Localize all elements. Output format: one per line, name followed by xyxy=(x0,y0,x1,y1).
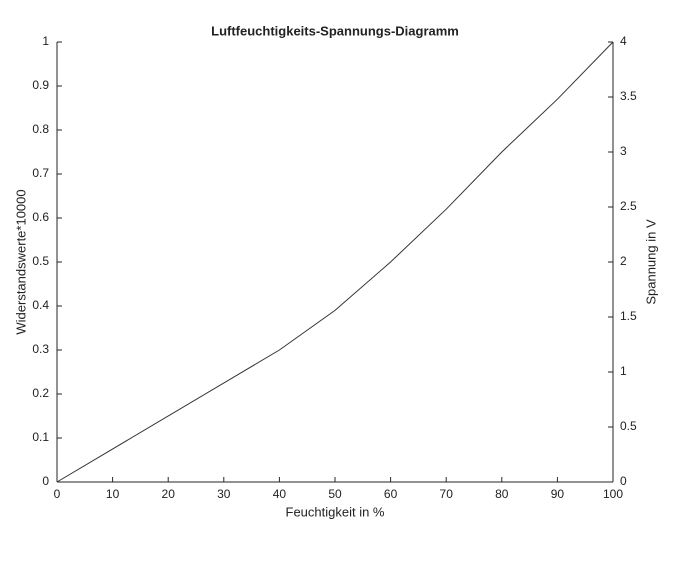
y-tick-label: 0.7 xyxy=(32,166,49,180)
y-tick-label: 0 xyxy=(42,474,49,488)
x-tick-label: 30 xyxy=(217,487,231,501)
y-tick-label: 0.2 xyxy=(32,386,49,400)
y-axis-label: Widerstandswerte*10000 xyxy=(13,189,28,334)
data-line xyxy=(56,41,614,483)
y2-axis-label: Spannung in V xyxy=(643,219,658,305)
x-tick-label: 90 xyxy=(551,487,565,501)
y-tick-label: 0.6 xyxy=(32,210,49,224)
y-tick-label: 1 xyxy=(42,34,49,48)
y-tick-label: 0.1 xyxy=(32,430,49,444)
y-tick-label: 0.3 xyxy=(32,342,49,356)
x-tick-label: 100 xyxy=(603,487,623,501)
x-tick-label: 0 xyxy=(54,487,61,501)
x-tick-label: 70 xyxy=(440,487,454,501)
y2-tick-label: 2.5 xyxy=(620,199,637,213)
y2-tick-label: 4 xyxy=(620,34,627,48)
x-tick-label: 60 xyxy=(384,487,398,501)
x-tick-label: 40 xyxy=(273,487,287,501)
y2-tick-label: 1 xyxy=(620,364,627,378)
y2-tick-label: 1.5 xyxy=(620,309,637,323)
x-tick-label: 80 xyxy=(495,487,509,501)
y-tick-label: 0.4 xyxy=(32,298,49,312)
y2-tick-label: 0 xyxy=(620,474,627,488)
x-tick-label: 20 xyxy=(162,487,176,501)
x-tick-label: 50 xyxy=(328,487,342,501)
y-tick-label: 0.8 xyxy=(32,122,49,136)
y2-tick-label: 3.5 xyxy=(620,89,637,103)
y-tick-label: 0.5 xyxy=(32,254,49,268)
y2-tick-label: 3 xyxy=(620,144,627,158)
y2-tick-label: 0.5 xyxy=(620,419,637,433)
chart-title: Luftfeuchtigkeits-Spannungs-Diagramm xyxy=(211,23,459,38)
y-tick-label: 0.9 xyxy=(32,78,49,92)
x-axis-label: Feuchtigkeit in % xyxy=(286,504,385,519)
x-tick-label: 10 xyxy=(106,487,120,501)
y2-tick-label: 2 xyxy=(620,254,627,268)
